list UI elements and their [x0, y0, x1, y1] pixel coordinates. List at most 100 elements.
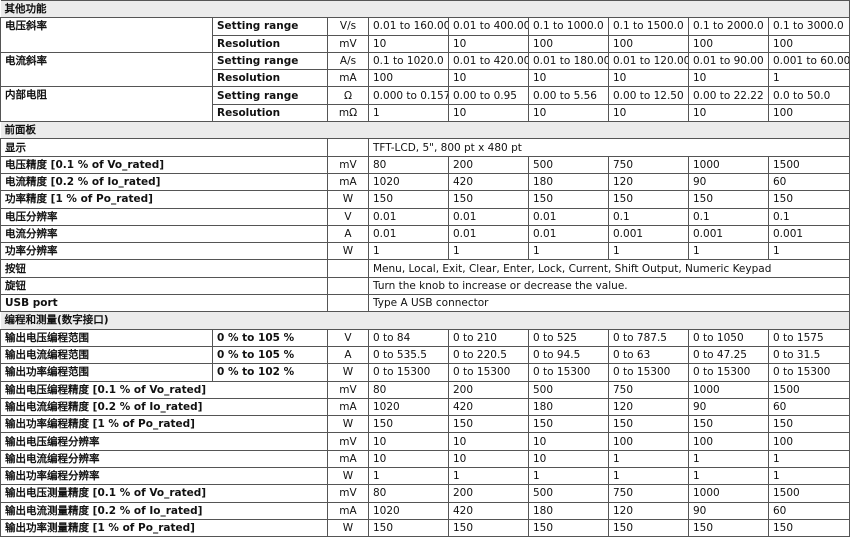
value-cell: 0.01 to 180.00: [528, 51, 609, 71]
value-cell: 150: [608, 415, 689, 434]
unit-cell: [327, 276, 369, 296]
value-cell: 750: [608, 380, 689, 399]
value-cell: 0 to 47.25: [688, 345, 769, 365]
value-cell: 500: [528, 380, 609, 399]
row-label: 输出电压编程精度 [0.1 % of Vo_rated]: [0, 380, 328, 399]
value-cell: 100: [608, 34, 689, 53]
value-cell: 150: [608, 190, 689, 209]
value-cell: 100: [767, 432, 851, 451]
value-cell: 0.01 to 120.00: [608, 51, 689, 71]
value-cell: 0 to 535.5: [368, 345, 449, 365]
value-cell: 0.01: [448, 207, 529, 226]
row-label: 输出电压编程范围: [0, 328, 213, 347]
value-cell: 0.1: [608, 207, 689, 226]
value-cell: 10: [368, 449, 449, 469]
row-label: 电流分辨率: [0, 224, 328, 244]
unit-cell: mV: [327, 380, 369, 399]
row-sublabel: 0 % to 105 %: [212, 328, 328, 347]
value-cell: 60: [767, 397, 851, 417]
value-cell: 1: [368, 467, 449, 486]
value-cell: 150: [368, 190, 449, 209]
table-row: 输出电压编程精度 [0.1 % of Vo_rated] mV 80 200 500 75…: [0, 380, 851, 399]
value-cell: 750: [608, 155, 689, 174]
row-label: 电压精度 [0.1 % of Vo_rated]: [0, 155, 328, 174]
table-row: 按钮 Menu, Local, Exit, Clear, Enter, Lock,…: [0, 259, 851, 278]
value-cell: 1500: [767, 380, 851, 399]
value-cell: 150: [688, 518, 769, 537]
value-cell: 100: [767, 34, 851, 53]
unit-cell: [327, 259, 369, 278]
value-cell: 420: [448, 172, 529, 192]
table-row: 输出电压编程分辨率 mV 10 10 10 100 100 100: [0, 432, 851, 451]
row-label: 功率分辨率: [0, 242, 328, 261]
value-cell: 100: [368, 69, 449, 88]
row-label: 功率精度 [1 % of Po_rated]: [0, 190, 328, 209]
value-cell: 90: [688, 397, 769, 417]
table-row: 电流斜率 Setting range A/s 0.1 to 1020.0 0.01 to…: [0, 51, 851, 88]
value-cell: 100: [608, 432, 689, 451]
unit-cell: mA: [327, 501, 369, 520]
row-label: 旋钮: [0, 276, 328, 296]
unit-cell: A/s: [327, 51, 369, 71]
unit-cell: V/s: [327, 17, 369, 36]
row-label: 输出电压编程分辨率: [0, 432, 328, 451]
value-cell: TFT-LCD, 5", 800 pt x 480 pt: [367, 138, 851, 157]
value-cell: 0 to 787.5: [608, 328, 689, 347]
value-cell: 150: [688, 190, 769, 209]
table-row: 显示 TFT-LCD, 5", 800 pt x 480 pt: [0, 138, 851, 157]
value-cell: 0 to 525: [528, 328, 609, 347]
row-sublabel: 0 % to 105 %: [212, 345, 328, 365]
table-row: 输出电压测量精度 [0.1 % of Vo_rated] mV 80 200 500 75…: [0, 484, 851, 503]
unit-cell: mA: [327, 449, 369, 469]
value-cell: 120: [608, 501, 689, 520]
unit-cell: mV: [327, 155, 369, 174]
value-cell: 200: [448, 380, 529, 399]
value-cell: 1: [448, 467, 529, 486]
unit-cell: [327, 138, 369, 157]
row-label: 电压分辨率: [0, 207, 328, 226]
value-cell: 1: [767, 449, 851, 469]
unit-cell: A: [327, 345, 369, 365]
section-title: 其他功能: [0, 0, 851, 19]
value-cell: 0 to 220.5: [448, 345, 529, 365]
value-cell: 100: [688, 34, 769, 53]
value-cell: 0.1 to 1500.0: [608, 17, 689, 36]
table-row: 电流分辨率 A 0.01 0.01 0.01 0.001 0.001 0.001: [0, 224, 851, 244]
value-cell: Turn the knob to increase or decrease th…: [367, 276, 851, 296]
value-cell: 0.1: [767, 207, 851, 226]
table-row: 旋钮 Turn the knob to increase or decrease …: [0, 276, 851, 296]
value-cell: 10: [528, 432, 609, 451]
value-cell: 150: [448, 518, 529, 537]
row-sublabel: Setting range: [212, 51, 328, 71]
value-cell: 10: [448, 103, 529, 123]
value-cell: 90: [688, 501, 769, 520]
value-cell: 200: [448, 484, 529, 503]
value-cell: 60: [767, 172, 851, 192]
value-cell: 0 to 15300: [767, 363, 851, 382]
unit-cell: V: [327, 328, 369, 347]
table-row: 电流精度 [0.2 % of Io_rated] mA 1020 420 180 120 9…: [0, 172, 851, 192]
value-cell: 1000: [688, 484, 769, 503]
value-cell: 0 to 1050: [688, 328, 769, 347]
value-cell: 100: [528, 34, 609, 53]
row-label: 输出功率测量精度 [1 % of Po_rated]: [0, 518, 328, 537]
row-label: 输出电流测量精度 [0.2 % of Io_rated]: [0, 501, 328, 520]
table-row: 输出电流编程分辨率 mA 10 10 10 1 1 1: [0, 449, 851, 469]
row-label: 输出功率编程范围: [0, 363, 213, 382]
value-cell: 10: [368, 432, 449, 451]
value-cell: 80: [368, 155, 449, 174]
value-cell: 150: [368, 518, 449, 537]
unit-cell: W: [327, 363, 369, 382]
unit-cell: W: [327, 242, 369, 261]
unit-cell: W: [327, 518, 369, 537]
value-cell: 150: [448, 190, 529, 209]
value-cell: 10: [688, 69, 769, 88]
value-cell: 0.001: [608, 224, 689, 244]
value-cell: 1: [608, 467, 689, 486]
row-sublabel: Resolution: [212, 34, 328, 53]
value-cell: 0.1 to 1020.0: [368, 51, 449, 71]
table-row: 电压分辨率 V 0.01 0.01 0.01 0.1 0.1 0.1: [0, 207, 851, 226]
value-cell: 150: [767, 415, 851, 434]
value-cell: 0.0 to 50.0: [767, 86, 851, 105]
unit-cell: Ω: [327, 86, 369, 105]
